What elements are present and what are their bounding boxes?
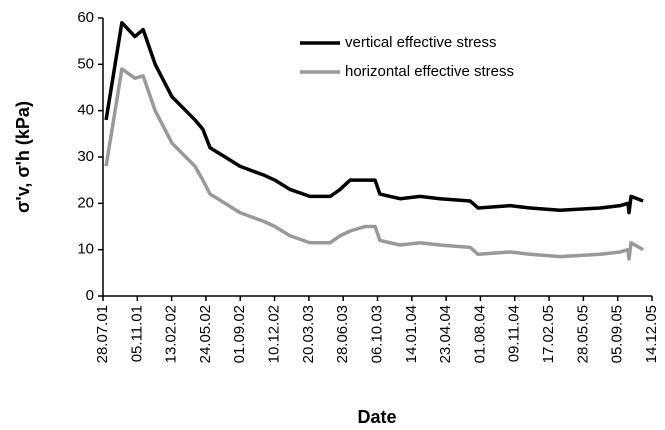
x-tick-label: 09.11.04 xyxy=(506,305,523,362)
x-tick-label: 17.02.05 xyxy=(540,305,557,363)
x-tick-label: 01.08.04 xyxy=(471,305,488,363)
y-axis-title: σ'v, σ'h (kPa) xyxy=(13,101,33,213)
x-tick-label: 10.12.02 xyxy=(266,305,283,363)
x-tick-label: 14.12.05 xyxy=(643,305,660,363)
x-tick-label: 05.11.01 xyxy=(128,305,145,362)
x-tick-label: 20.03.03 xyxy=(300,305,317,363)
x-tick-label: 05.09.05 xyxy=(609,305,626,363)
y-tick-label: 10 xyxy=(77,241,94,258)
legend-label: horizontal effective stress xyxy=(345,63,514,80)
data-line xyxy=(104,20,644,215)
legend-label: vertical effective stress xyxy=(345,34,496,51)
y-tick-label: 40 xyxy=(77,102,94,119)
x-tick-label: 28.07.01 xyxy=(94,305,111,363)
x-axis-title: Date xyxy=(357,407,396,427)
x-tick-label: 01.09.02 xyxy=(231,305,248,363)
data-line xyxy=(104,67,644,261)
x-tick-label: 28.06.03 xyxy=(334,305,351,363)
y-tick-label: 20 xyxy=(77,194,94,211)
x-tick-label: 24.05.02 xyxy=(197,305,214,363)
x-tick-label: 14.01.04 xyxy=(403,305,420,363)
y-tick-label: 60 xyxy=(77,9,94,26)
y-tick-label: 0 xyxy=(86,287,94,304)
y-tick-label: 50 xyxy=(77,55,94,72)
x-tick-label: 13.02.02 xyxy=(163,305,180,363)
y-tick-label: 30 xyxy=(77,148,94,165)
x-tick-label: 23.04.04 xyxy=(437,305,454,363)
x-tick-label: 28.05.05 xyxy=(574,305,591,363)
x-tick-label: 06.10.03 xyxy=(368,305,385,363)
